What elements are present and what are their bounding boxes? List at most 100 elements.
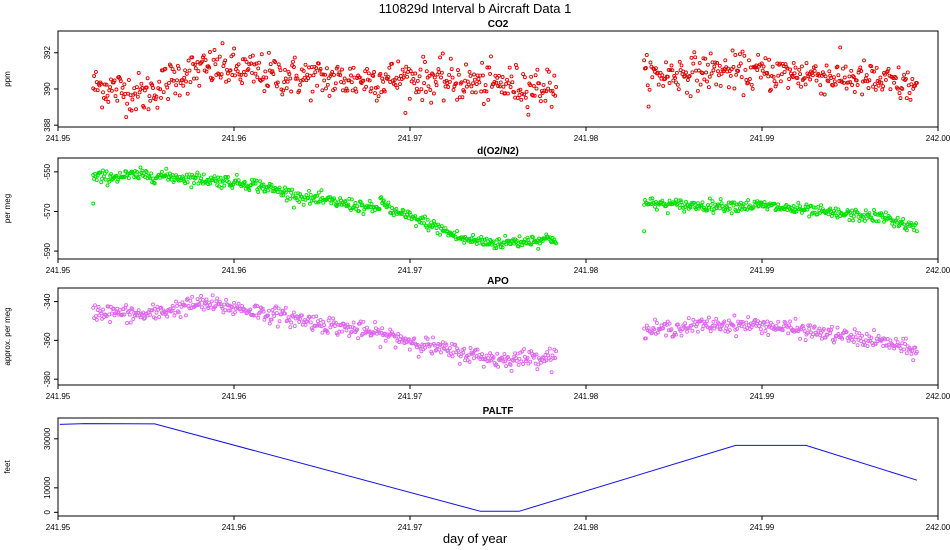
data-point-co2: [514, 65, 519, 70]
data-point-co2: [656, 82, 661, 87]
data-point-co2: [540, 90, 545, 95]
data-point-co2: [439, 75, 443, 80]
data-point-co2: [674, 70, 679, 75]
data-point-o2n2: [798, 204, 803, 209]
data-point-apo: [547, 346, 552, 351]
data-point-co2: [195, 59, 200, 64]
data-point-co2: [667, 81, 672, 85]
data-point-apo: [393, 345, 398, 350]
data-point-co2: [208, 50, 212, 54]
data-point-co2: [859, 69, 864, 73]
data-point-o2n2: [224, 175, 229, 180]
data-point-o2n2: [847, 218, 852, 223]
data-point-co2: [541, 82, 546, 87]
data-point-o2n2: [101, 168, 105, 173]
data-point-o2n2: [462, 240, 467, 245]
data-point-co2: [822, 92, 827, 97]
data-point-co2: [280, 92, 285, 97]
data-point-apo: [808, 323, 813, 328]
data-point-co2: [772, 79, 777, 84]
data-point-co2: [409, 79, 414, 84]
data-point-co2: [165, 85, 170, 90]
data-point-o2n2: [736, 209, 741, 214]
data-point-apo: [355, 327, 360, 332]
data-point-apo: [893, 336, 898, 341]
data-point-co2: [369, 86, 374, 91]
data-point-apo: [504, 364, 509, 369]
data-point-co2: [714, 82, 719, 87]
data-point-o2n2: [892, 224, 897, 229]
data-point-apo: [327, 315, 332, 320]
data-point-co2: [159, 95, 163, 100]
data-point-co2: [548, 88, 553, 93]
data-point-apo: [177, 302, 182, 307]
data-point-co2: [431, 72, 435, 77]
data-point-apo: [699, 317, 704, 322]
data-point-co2: [381, 79, 386, 84]
data-point-apo: [467, 359, 472, 364]
data-point-apo: [776, 319, 781, 324]
data-point-co2: [863, 76, 868, 81]
data-point-co2: [297, 88, 302, 93]
data-point-co2: [325, 82, 330, 87]
data-point-co2: [166, 97, 171, 101]
data-point-apo: [428, 342, 433, 347]
data-point-o2n2: [221, 178, 226, 183]
data-point-apo: [829, 328, 834, 333]
data-point-apo: [289, 320, 294, 325]
data-point-co2: [842, 75, 847, 80]
data-point-co2: [871, 84, 876, 89]
data-point-co2: [102, 82, 107, 87]
y-tick-label-paltf: 0: [43, 510, 52, 515]
data-point-co2: [836, 73, 841, 78]
data-point-o2n2: [699, 203, 704, 208]
data-point-co2: [509, 74, 514, 79]
data-point-apo: [796, 329, 801, 334]
data-point-co2: [755, 68, 760, 73]
data-point-apo: [914, 349, 919, 354]
data-point-co2: [642, 58, 647, 63]
data-point-apo: [168, 309, 173, 314]
data-point-co2: [173, 91, 178, 96]
y-axis-label-paltf: feet: [3, 460, 12, 474]
data-point-apo: [412, 336, 417, 341]
data-point-o2n2: [790, 209, 795, 214]
data-point-o2n2: [162, 174, 167, 179]
data-point-apo: [765, 319, 770, 324]
data-point-co2: [424, 69, 429, 74]
data-point-apo: [283, 305, 288, 310]
data-point-o2n2: [251, 181, 256, 186]
data-point-co2: [147, 94, 152, 99]
data-point-co2: [361, 78, 366, 83]
data-point-co2: [440, 51, 445, 56]
data-point-co2: [819, 91, 824, 96]
data-point-co2: [888, 87, 893, 92]
data-point-co2: [388, 80, 393, 84]
data-point-co2: [92, 74, 97, 78]
data-point-apo: [472, 356, 476, 361]
data-point-co2: [875, 79, 880, 83]
data-point-co2: [300, 78, 305, 83]
data-point-apo: [425, 336, 430, 341]
data-point-co2: [904, 96, 909, 101]
data-point-o2n2: [468, 239, 473, 244]
data-point-co2: [826, 79, 831, 84]
data-point-co2: [862, 58, 866, 63]
data-point-co2: [421, 54, 426, 59]
data-point-o2n2: [712, 207, 717, 211]
data-point-apo: [112, 313, 117, 318]
data-point-apo: [270, 307, 275, 312]
data-point-co2: [262, 89, 267, 94]
x-tick-label-co2: 241.95: [46, 134, 71, 143]
data-point-co2: [872, 69, 876, 74]
data-point-co2: [872, 82, 877, 87]
data-point-co2: [285, 79, 290, 84]
data-point-apo: [514, 358, 519, 363]
data-point-o2n2: [861, 214, 865, 219]
data-point-apo: [735, 326, 740, 331]
data-point-o2n2: [876, 219, 881, 224]
data-point-apo: [855, 343, 860, 348]
data-point-apo: [283, 311, 287, 316]
data-point-co2: [257, 60, 262, 65]
data-point-apo: [851, 340, 856, 344]
